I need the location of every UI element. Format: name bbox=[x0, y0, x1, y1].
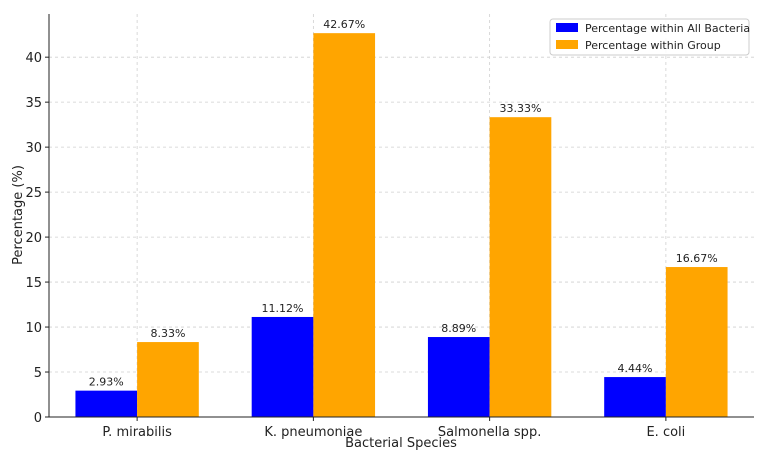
y-tick-label: 10 bbox=[25, 321, 42, 336]
bar-value-label: 42.67% bbox=[323, 18, 365, 31]
x-tick-label: P. mirabilis bbox=[102, 425, 172, 440]
bar-within-group bbox=[137, 342, 199, 417]
y-tick-label: 0 bbox=[34, 411, 42, 426]
legend: Percentage within All Bacteria Percentag… bbox=[549, 18, 750, 56]
bar-within-group bbox=[313, 33, 376, 417]
y-tick-label: 30 bbox=[25, 141, 42, 156]
y-tick-label: 25 bbox=[25, 186, 42, 201]
bar-value-label: 11.12% bbox=[262, 302, 304, 315]
data-labels: 2.93% 8.33% 11.12% 42.67% 8.89% 33.33% 4.44% 16… bbox=[89, 18, 718, 388]
bar-within-group bbox=[665, 267, 728, 417]
bar-value-label: 2.93% bbox=[89, 376, 124, 389]
ticks: 0 5 10 15 20 25 30 35 40 P. mirabilis K. pneumonia… bbox=[25, 51, 685, 440]
bar-all-bacteria bbox=[75, 390, 138, 417]
bar-value-label: 4.44% bbox=[618, 362, 653, 375]
axes bbox=[48, 14, 754, 418]
bar-all-bacteria bbox=[604, 377, 666, 417]
bar-all-bacteria bbox=[427, 337, 490, 417]
x-axis-title: Bacterial Species bbox=[345, 436, 457, 451]
x-tick-label: E. coli bbox=[646, 425, 685, 440]
y-tick-label: 15 bbox=[25, 276, 42, 291]
bar-all-bacteria bbox=[251, 316, 314, 417]
bar-value-label: 8.33% bbox=[150, 327, 185, 340]
x-tick-label: K. pneumoniae bbox=[264, 425, 362, 440]
legend-swatch-within-group bbox=[556, 40, 578, 49]
y-axis-title: Percentage (%) bbox=[11, 165, 26, 265]
legend-label-within-group: Percentage within Group bbox=[585, 39, 721, 52]
y-tick-label: 5 bbox=[34, 366, 42, 381]
y-tick-label: 35 bbox=[25, 96, 42, 111]
legend-swatch-all-bacteria bbox=[556, 23, 578, 32]
bar-within-group bbox=[489, 117, 552, 417]
bar-value-label: 16.67% bbox=[676, 252, 718, 265]
legend-box bbox=[549, 18, 750, 56]
bars bbox=[75, 33, 728, 417]
bar-value-label: 8.89% bbox=[441, 322, 476, 335]
legend-label-all-bacteria: Percentage within All Bacteria bbox=[585, 22, 750, 35]
y-tick-label: 20 bbox=[25, 231, 42, 246]
x-tick-label: Salmonella spp. bbox=[438, 425, 541, 440]
y-tick-label: 40 bbox=[25, 51, 42, 66]
bar-value-label: 33.33% bbox=[499, 102, 541, 115]
